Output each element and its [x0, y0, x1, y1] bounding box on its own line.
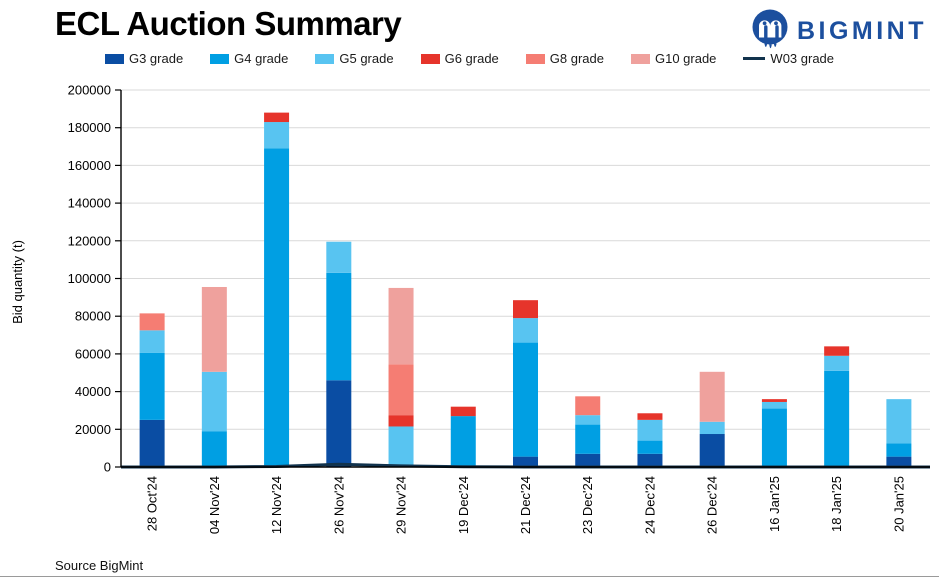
- y-tick-label: 40000: [75, 384, 111, 399]
- y-tick-label: 140000: [68, 196, 111, 211]
- bar-segment: [886, 399, 912, 444]
- bar-segment: [264, 148, 290, 467]
- x-tick-label: 18 Jan'25: [829, 476, 844, 532]
- bar-segment: [201, 371, 227, 432]
- bar-segment: [139, 313, 165, 331]
- x-tick-label: 28 Oct'24: [145, 476, 160, 531]
- bar-segment: [139, 419, 165, 467]
- stacked-bar-chart: Bid quantity (t) 0 20000 40000 60000 80000 10…: [10, 83, 930, 534]
- bar-segment: [824, 370, 850, 467]
- legend-color-swatch: [630, 53, 650, 64]
- bar-segment: [450, 406, 476, 417]
- bar-segment: [388, 287, 414, 365]
- bar-segment: [326, 380, 352, 467]
- bar-segment: [513, 300, 538, 319]
- y-tick-label: 80000: [75, 309, 111, 324]
- bar-segment: [575, 415, 601, 425]
- bar-segment: [824, 355, 850, 371]
- page-title: ECL Auction Summary: [55, 5, 402, 42]
- x-tick-label: 20 Jan'25: [891, 476, 906, 532]
- bar-segment: [824, 346, 850, 356]
- x-tick-label: 26 Dec'24: [705, 476, 720, 534]
- legend-item-g5-grade: G5 grade: [315, 51, 394, 66]
- x-tick-label: 23 Dec'24: [580, 476, 595, 534]
- legend-label: G6 grade: [444, 51, 499, 66]
- bar-segment: [139, 352, 165, 420]
- y-tick-label: 20000: [75, 422, 111, 437]
- bar-segment: [264, 122, 290, 149]
- x-tick-label: 26 Nov'24: [331, 476, 346, 534]
- y-tick-label: 0: [104, 460, 111, 475]
- bar-segment: [699, 421, 725, 435]
- y-axis-title: Bid quantity (t): [10, 240, 25, 324]
- y-tick-label: 100000: [68, 271, 111, 286]
- x-tick-label: 21 Dec'24: [518, 476, 533, 534]
- bar-segment: [761, 401, 787, 409]
- y-tick-label: 160000: [68, 158, 111, 173]
- legend-label: G4 grade: [234, 51, 289, 66]
- legend-color-swatch: [420, 53, 440, 64]
- bar-segment: [637, 440, 663, 454]
- legend-color-swatch: [315, 53, 335, 64]
- legend-line-swatch: [743, 57, 766, 60]
- bar-segment: [886, 456, 912, 467]
- bigmint-owl-icon: [752, 9, 788, 49]
- bar-segment: [761, 399, 787, 402]
- brand-name: BIGMINT: [796, 16, 927, 45]
- legend-label: G3 grade: [128, 51, 184, 66]
- y-tick-label: 180000: [68, 120, 111, 135]
- y-tick-label: 120000: [68, 233, 111, 248]
- bar-segment: [450, 416, 476, 467]
- y-tick-label: 200000: [68, 83, 111, 98]
- bar-segment: [699, 371, 725, 422]
- legend-item-g4-grade: G4 grade: [210, 51, 288, 66]
- legend-label: G5 grade: [339, 51, 394, 66]
- x-tick-label: 24 Dec'24: [642, 476, 657, 534]
- legend-color-swatch: [525, 53, 545, 64]
- x-tick-label: 04 Nov'24: [207, 476, 222, 534]
- chart-legend: G3 grade G4 grade G5 grade G6 grade G8 grade…: [0, 51, 939, 66]
- bar-segment: [575, 424, 601, 454]
- bar-segment: [201, 431, 227, 467]
- bar-segment: [886, 443, 912, 457]
- legend-color-swatch: [104, 53, 124, 64]
- bar-segment: [388, 364, 414, 416]
- source-note: Source BigMint: [55, 558, 144, 573]
- legend-label: G10 grade: [654, 51, 717, 66]
- bar-segment: [637, 413, 663, 420]
- brand-logo: BIGMINT: [751, 8, 927, 54]
- legend-item-w03-grade: W03 grade: [743, 51, 834, 66]
- bar-segment: [264, 112, 290, 123]
- bar-segment: [326, 241, 352, 273]
- bar-segment: [637, 453, 663, 467]
- bar-segment: [326, 272, 352, 381]
- y-tick-label: 60000: [75, 346, 111, 361]
- legend-item-g8-grade: G8 grade: [525, 51, 604, 66]
- legend-label: W03 grade: [770, 51, 835, 66]
- bar-segment: [637, 419, 663, 441]
- x-tick-label: 12 Nov'24: [269, 476, 284, 534]
- x-tick-label: 29 Nov'24: [394, 476, 409, 534]
- legend-label: G8 grade: [549, 51, 604, 66]
- bar-segment: [575, 453, 601, 467]
- legend-item-g6-grade: G6 grade: [420, 51, 499, 66]
- bar-segment: [388, 415, 414, 427]
- x-tick-label: 19 Dec'24: [456, 476, 471, 534]
- bar-segment: [699, 434, 725, 467]
- bottom-divider: [0, 576, 939, 577]
- bar-segment: [388, 426, 414, 467]
- bar-segment: [513, 456, 538, 467]
- bar-segment: [513, 342, 538, 457]
- x-tick-label: 16 Jan'25: [767, 476, 782, 532]
- bar-segment: [761, 408, 787, 467]
- bar-segment: [139, 330, 165, 353]
- bar-segment: [201, 286, 227, 372]
- legend-color-swatch: [210, 53, 230, 64]
- bar-segment: [513, 318, 538, 343]
- legend-item-g10-grade: G10 grade: [630, 51, 717, 66]
- legend-item-g3-grade: G3 grade: [104, 51, 184, 66]
- bar-segment: [575, 396, 601, 416]
